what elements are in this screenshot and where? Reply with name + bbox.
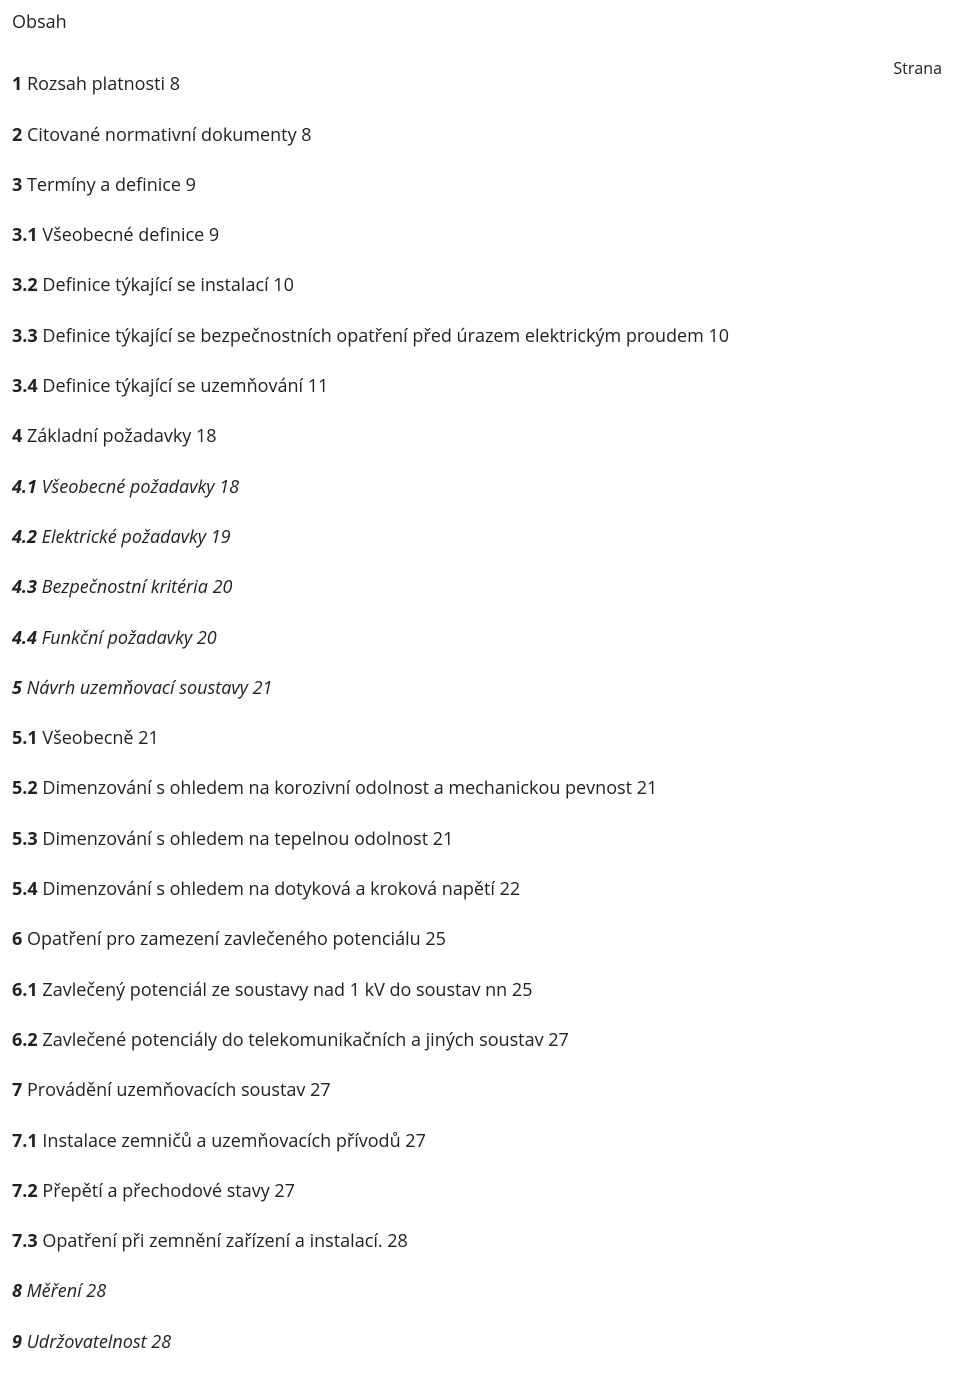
toc-entry-number: 6.1 (12, 978, 38, 1002)
toc-entry-text: Termíny a definice 9 (22, 173, 196, 197)
toc-entry-number: 4.3 (12, 575, 37, 599)
toc-entry: 4.1 Všeobecné požadavky 18 (12, 475, 948, 499)
toc-page: Obsah Strana 1 Rozsah platnosti 8 2 Citov… (0, 0, 960, 1400)
toc-entry-text: Elektrické požadavky 19 (37, 525, 231, 549)
toc-entry: 5.3 Dimenzování s ohledem na tepelnou od… (12, 827, 948, 851)
toc-entry-number: 7.3 (12, 1229, 38, 1253)
toc-entry: 3.4 Definice týkající se uzemňování 11 (12, 374, 948, 398)
toc-entry: 2 Citované normativní dokumenty 8 (12, 123, 948, 147)
toc-entry-text: Přepětí a přechodové stavy 27 (38, 1179, 295, 1203)
toc-entry-number: 3.3 (12, 324, 38, 348)
toc-entry-number: 9 (12, 1330, 22, 1354)
toc-entry-number: 3.2 (12, 273, 38, 297)
toc-entry: 4 Základní požadavky 18 (12, 424, 948, 448)
toc-entry: 6.1 Zavlečený potenciál ze soustavy nad … (12, 978, 948, 1002)
toc-entry-number: 8 (12, 1279, 22, 1303)
toc-entry-number: 2 (12, 123, 22, 147)
toc-entry: 5.1 Všeobecně 21 (12, 726, 948, 750)
toc-entry-number: 6.2 (12, 1028, 38, 1052)
toc-entry: 7.3 Opatření při zemnění zařízení a inst… (12, 1229, 948, 1253)
toc-entry-number: 4.1 (12, 475, 37, 499)
toc-entry: 6 Opatření pro zamezení zavlečeného pote… (12, 927, 948, 951)
toc-entry-text: Všeobecně 21 (38, 726, 159, 750)
toc-entry-text: Měření 28 (22, 1279, 106, 1303)
toc-entry: 3.2 Definice týkající se instalací 10 (12, 273, 948, 297)
toc-entry: 4.2 Elektrické požadavky 19 (12, 525, 948, 549)
toc-entry-number: 5.3 (12, 827, 38, 851)
toc-entry: 8 Měření 28 (12, 1279, 948, 1303)
toc-entry-text: Základní požadavky 18 (22, 424, 216, 448)
toc-entry: 7.1 Instalace zemničů a uzemňovacích pří… (12, 1129, 948, 1153)
toc-entry-text: Citované normativní dokumenty 8 (22, 123, 311, 147)
toc-entry-text: Všeobecné definice 9 (38, 223, 220, 247)
toc-entry-number: 3 (12, 173, 22, 197)
toc-entry: 7.2 Přepětí a přechodové stavy 27 (12, 1179, 948, 1203)
toc-entry-text: Opatření pro zamezení zavlečeného potenc… (22, 927, 446, 951)
toc-entry-text: Provádění uzemňovacích soustav 27 (22, 1078, 330, 1102)
toc-entry-number: 6 (12, 927, 22, 951)
toc-title: Obsah (12, 10, 948, 34)
toc-entry-text: Rozsah platnosti 8 (22, 72, 180, 96)
toc-entry-text: Definice týkající se bezpečnostních opat… (38, 324, 729, 348)
toc-entry-text: Opatření při zemnění zařízení a instalac… (38, 1229, 408, 1253)
toc-entries: 1 Rozsah platnosti 8 2 Citované normativn… (12, 72, 948, 1354)
page-label: Strana (893, 58, 942, 80)
toc-entry-number: 5.4 (12, 877, 38, 901)
toc-entry-text: Definice týkající se instalací 10 (38, 273, 294, 297)
toc-entry-number: 5 (12, 676, 22, 700)
toc-entry-text: Návrh uzemňovací soustavy 21 (22, 676, 273, 700)
toc-entry-text: Definice týkající se uzemňování 11 (38, 374, 329, 398)
toc-entry-number: 7.1 (12, 1129, 38, 1153)
toc-entry-text: Zavlečený potenciál ze soustavy nad 1 kV… (38, 978, 533, 1002)
toc-entry-number: 3.4 (12, 374, 38, 398)
toc-entry-text: Udržovatelnost 28 (22, 1330, 171, 1354)
toc-entry: 1 Rozsah platnosti 8 (12, 72, 948, 96)
toc-entry-text: Funkční požadavky 20 (37, 626, 217, 650)
toc-entry-number: 4 (12, 424, 22, 448)
toc-entry-text: Všeobecné požadavky 18 (37, 475, 239, 499)
toc-entry-number: 5.1 (12, 726, 38, 750)
toc-entry-text: Dimenzování s ohledem na korozivní odoln… (38, 776, 658, 800)
toc-entry-number: 1 (12, 72, 22, 96)
toc-entry-text: Dimenzování s ohledem na tepelnou odolno… (38, 827, 454, 851)
toc-entry: 4.4 Funkční požadavky 20 (12, 626, 948, 650)
toc-entry: 9 Udržovatelnost 28 (12, 1330, 948, 1354)
toc-entry-text: Bezpečnostní kritéria 20 (37, 575, 232, 599)
toc-entry-number: 3.1 (12, 223, 38, 247)
toc-entry: 5.2 Dimenzování s ohledem na korozivní o… (12, 776, 948, 800)
toc-entry-text: Zavlečené potenciály do telekomunikačníc… (38, 1028, 569, 1052)
toc-entry-number: 7 (12, 1078, 22, 1102)
toc-entry-number: 7.2 (12, 1179, 38, 1203)
toc-entry: 3 Termíny a definice 9 (12, 173, 948, 197)
toc-entry-text: Instalace zemničů a uzemňovacích přívodů… (38, 1129, 426, 1153)
toc-entry: 4.3 Bezpečnostní kritéria 20 (12, 575, 948, 599)
toc-entry-number: 4.2 (12, 525, 37, 549)
toc-entry-number: 5.2 (12, 776, 38, 800)
toc-entry: 5 Návrh uzemňovací soustavy 21 (12, 676, 948, 700)
toc-entry: 5.4 Dimenzování s ohledem na dotyková a … (12, 877, 948, 901)
toc-entry-text: Dimenzování s ohledem na dotyková a krok… (38, 877, 520, 901)
toc-entry: 6.2 Zavlečené potenciály do telekomunika… (12, 1028, 948, 1052)
toc-entry: 3.1 Všeobecné definice 9 (12, 223, 948, 247)
toc-entry-number: 4.4 (12, 626, 37, 650)
toc-entry: 7 Provádění uzemňovacích soustav 27 (12, 1078, 948, 1102)
toc-entry: 3.3 Definice týkající se bezpečnostních … (12, 324, 948, 348)
